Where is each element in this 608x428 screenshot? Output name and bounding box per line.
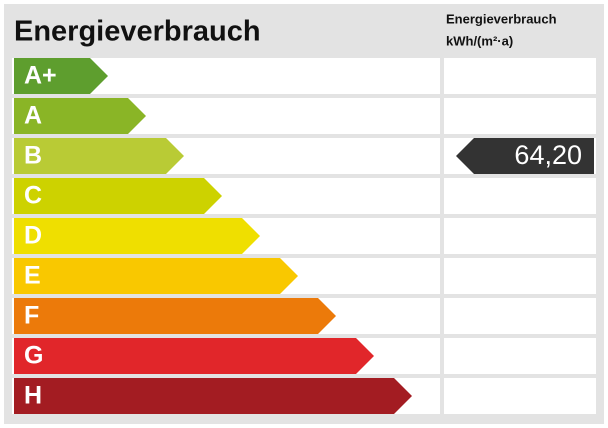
class-bar: [14, 298, 336, 334]
value-cell: [444, 338, 596, 374]
value-cell: [444, 58, 596, 94]
value-cell: [444, 298, 596, 334]
class-bar: [14, 58, 108, 94]
class-bar: [14, 98, 146, 134]
class-label: D: [24, 222, 42, 250]
value-cell: [444, 98, 596, 134]
value-label: 64,20: [514, 140, 582, 170]
class-label: A+: [24, 62, 57, 90]
class-bar: [14, 378, 412, 414]
title: Energieverbrauch: [14, 16, 261, 48]
class-bar: [14, 338, 374, 374]
class-label: F: [24, 302, 39, 330]
class-bar: [14, 218, 260, 254]
column-unit: kWh/(m²·a): [446, 33, 513, 48]
column-title: Energieverbrauch: [446, 11, 557, 26]
value-cell: [444, 218, 596, 254]
class-label: H: [24, 382, 42, 410]
class-bar: [14, 178, 222, 214]
value-arrow: [456, 138, 594, 174]
class-label: E: [24, 262, 41, 290]
class-label: A: [24, 102, 42, 130]
value-cell: [444, 378, 596, 414]
value-cell: [444, 258, 596, 294]
class-label: G: [24, 342, 43, 370]
class-label: B: [24, 142, 42, 170]
value-cell: [444, 178, 596, 214]
class-label: C: [24, 182, 42, 210]
class-bar: [14, 258, 298, 294]
class-bar: [14, 138, 184, 174]
